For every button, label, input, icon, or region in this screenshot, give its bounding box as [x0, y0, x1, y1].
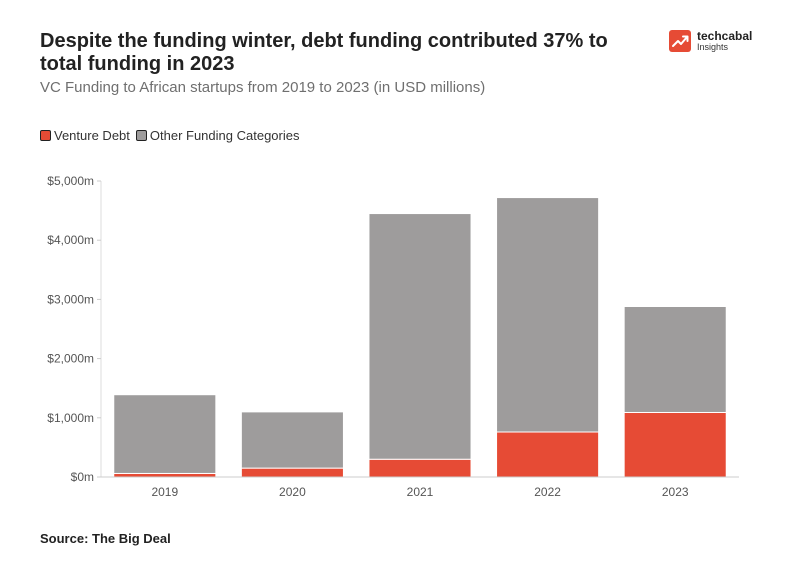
- legend-swatch-venture-debt: [40, 130, 51, 141]
- source-note: Source: The Big Deal: [40, 531, 171, 546]
- legend-item-venture-debt: Venture Debt: [40, 128, 130, 143]
- bar-venture-debt-2019: [113, 472, 217, 478]
- y-tick-label: $1,000m: [47, 411, 94, 425]
- trend-up-icon: [669, 30, 691, 52]
- bar-other-funding-2022: [496, 197, 600, 433]
- legend-item-other-funding: Other Funding Categories: [135, 128, 300, 143]
- brand-sub: Insights: [697, 42, 729, 52]
- x-tick-label: 2021: [407, 485, 434, 499]
- chart-legend: Venture Debt Other Funding Categories: [40, 128, 305, 143]
- bar-other-funding-2021: [368, 213, 472, 460]
- x-tick-label: 2023: [662, 485, 689, 499]
- y-tick-label: $0m: [71, 470, 94, 484]
- x-tick-label: 2019: [151, 485, 178, 499]
- y-tick-label: $2,000m: [47, 352, 94, 366]
- x-tick-label: 2020: [279, 485, 306, 499]
- y-tick-label: $5,000m: [47, 174, 94, 188]
- chart-title: Despite the funding winter, debt funding…: [40, 30, 608, 75]
- x-tick-label: 2022: [534, 485, 561, 499]
- legend-swatch-other-funding: [135, 130, 147, 141]
- y-tick-label: $3,000m: [47, 292, 94, 306]
- legend-label-other-funding: Other Funding Categories: [149, 128, 300, 143]
- legend-label-venture-debt: Venture Debt: [54, 128, 130, 143]
- bar-venture-debt-2022: [496, 431, 600, 478]
- bar-other-funding-2019: [113, 394, 217, 474]
- bar-venture-debt-2023: [623, 411, 727, 478]
- bar-other-funding-2020: [240, 411, 344, 469]
- bar-venture-debt-2021: [368, 458, 472, 478]
- y-tick-label: $4,000m: [47, 233, 94, 247]
- brand-logo: techcabal Insights: [669, 29, 769, 56]
- bar-other-funding-2023: [623, 306, 727, 413]
- chart-subtitle: VC Funding to African startups from 2019…: [40, 79, 486, 96]
- brand-name: techcabal: [697, 29, 753, 43]
- bar-venture-debt-2020: [240, 467, 344, 478]
